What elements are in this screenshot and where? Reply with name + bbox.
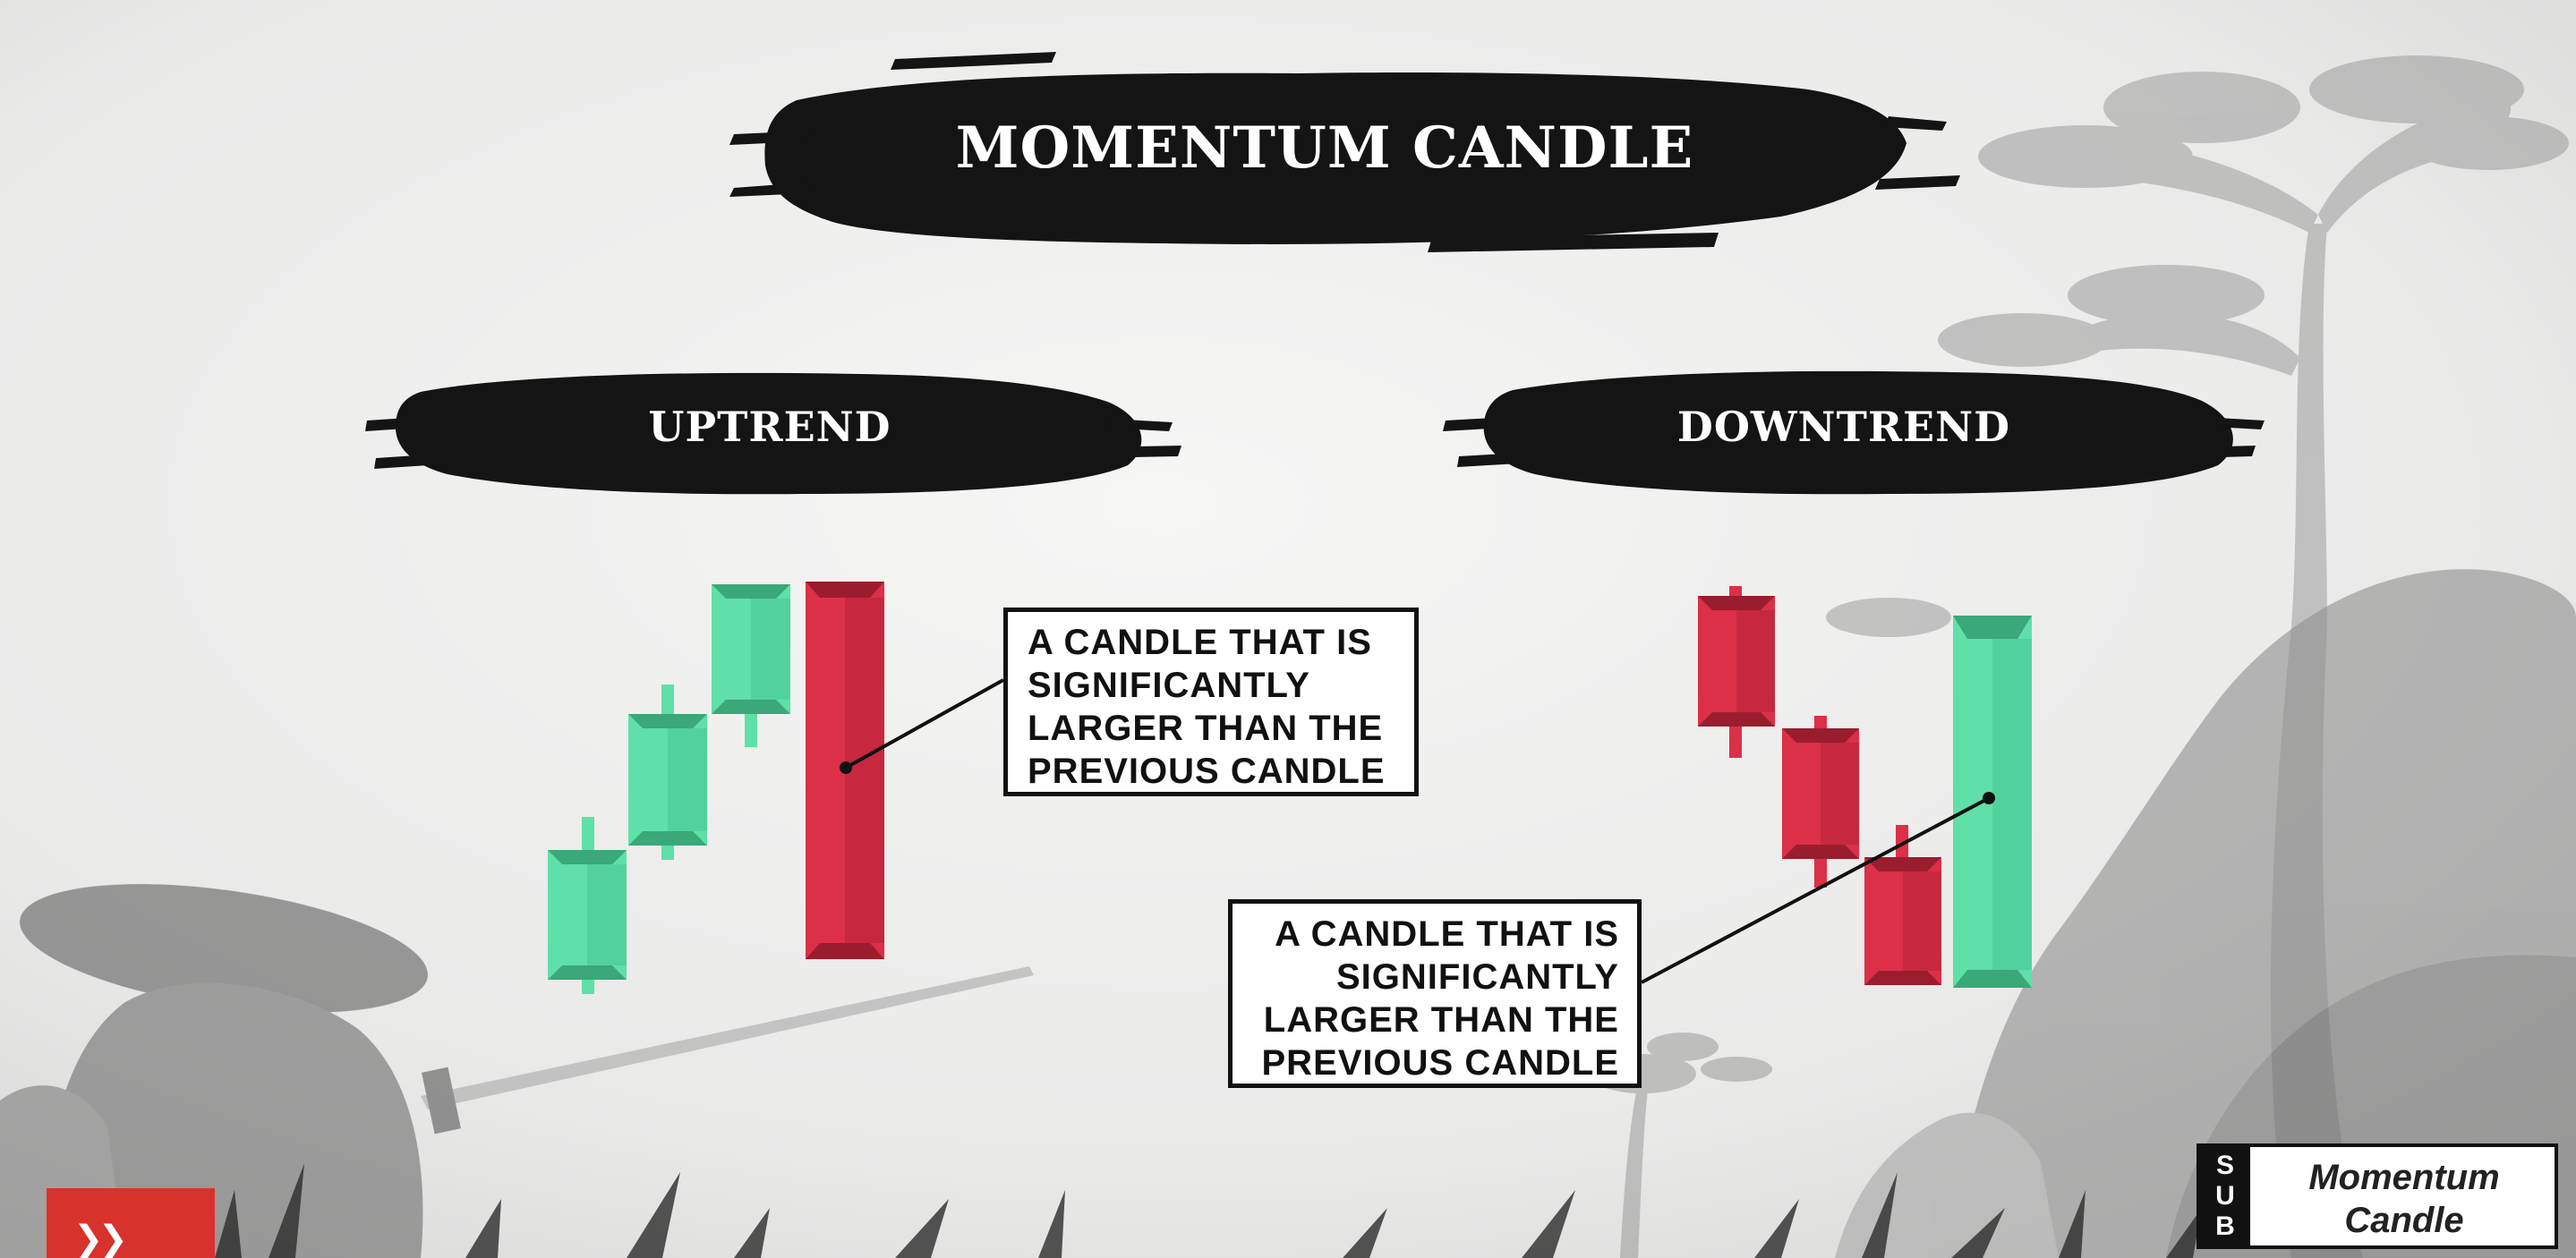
downtrend-brush-stroke — [1443, 370, 2265, 495]
downtrend-leader-line — [1641, 792, 1995, 984]
badge-title-line: Candle — [2344, 1201, 2464, 1240]
page-title: MOMENTUM CANDLE — [955, 115, 1694, 182]
grass-silhouette — [215, 1163, 2202, 1258]
downtrend-candle-1 — [1698, 586, 1775, 758]
callout-line: SIGNIFICANTLY — [1028, 666, 1310, 705]
callout-line: PREVIOUS CANDLE — [1028, 752, 1386, 791]
callout-line: PREVIOUS CANDLE — [1261, 1043, 1619, 1083]
callout-line: LARGER THAN THE — [1263, 1000, 1619, 1040]
uptrend-callout-box: A CANDLE THAT IS SIGNIFICANTLY LARGER TH… — [1003, 608, 1419, 796]
callout-line: A CANDLE THAT IS — [1275, 914, 1619, 954]
callout-line: SIGNIFICANTLY — [1336, 957, 1619, 997]
uptrend-candle-3 — [712, 584, 790, 747]
uptrend-candle-1 — [548, 817, 627, 994]
uptrend-candle-2 — [628, 684, 707, 860]
uptrend-leader-line — [840, 678, 1004, 774]
subscribe-badge[interactable]: S U B Momentum Candle — [2196, 1143, 2558, 1249]
downtrend-candle-3 — [1864, 825, 1941, 985]
downtrend-heading: DOWNTREND — [1676, 403, 2011, 451]
badge-title: Momentum Candle — [2254, 1156, 2555, 1242]
uptrend-heading: UPTREND — [648, 403, 891, 451]
sub-letter: S — [2215, 1151, 2234, 1180]
uptrend-brush-stroke — [365, 372, 1181, 495]
sub-strip: S U B — [2200, 1147, 2250, 1245]
callout-line: A CANDLE THAT IS — [1028, 623, 1372, 662]
sub-letter: B — [2215, 1211, 2235, 1241]
sub-letter: U — [2215, 1181, 2235, 1211]
downtrend-callout-box: A CANDLE THAT IS SIGNIFICANTLY LARGER TH… — [1228, 899, 1642, 1088]
badge-title-line: Momentum — [2308, 1158, 2500, 1197]
double-chevron-icon: ❯❯ — [73, 1219, 128, 1258]
callout-line: LARGER THAN THE — [1028, 709, 1384, 748]
title-brush-stroke — [729, 52, 1960, 252]
downtrend-candle-2 — [1782, 716, 1859, 888]
channel-logo-corner[interactable]: ❯❯ — [47, 1188, 215, 1258]
